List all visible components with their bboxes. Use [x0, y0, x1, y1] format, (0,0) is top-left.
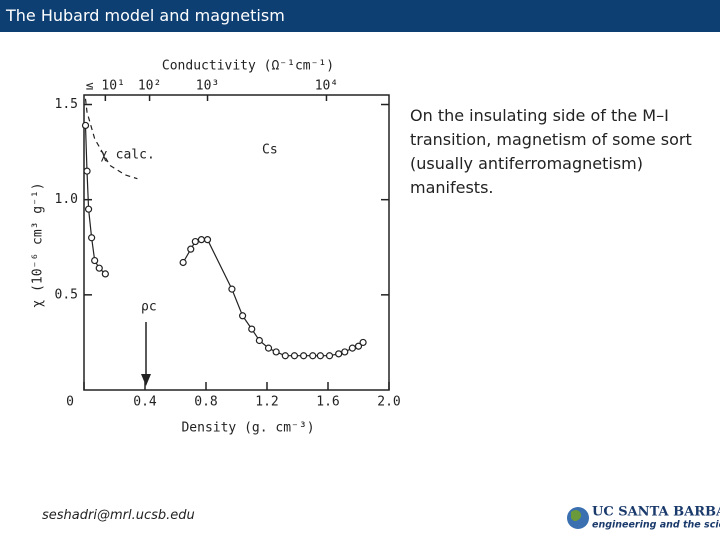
- y-tick-label: 1.5: [55, 97, 78, 112]
- data-point: [101, 270, 109, 278]
- annotation: χ calc.: [100, 148, 155, 163]
- calc-curve: [84, 98, 138, 180]
- data-point: [203, 236, 212, 244]
- data-point: [84, 205, 93, 213]
- data-point: [272, 348, 280, 356]
- data-point: [81, 121, 90, 130]
- top-tick-label: ≤ 10¹: [86, 79, 125, 94]
- data-point: [316, 352, 324, 360]
- data-point: [359, 338, 367, 347]
- data-point: [325, 352, 334, 360]
- y-axis-label: χ (10⁻⁶ cm³ g⁻¹): [31, 182, 46, 307]
- top-tick-label: 10⁴: [315, 79, 338, 94]
- arrow-head: [141, 374, 151, 386]
- top-axis-title: Conductivity (Ω⁻¹cm⁻¹): [162, 59, 334, 74]
- data-point: [83, 167, 91, 175]
- x-tick-label: 1.6: [316, 395, 339, 410]
- data-point: [264, 344, 273, 352]
- annotation: Cs: [262, 143, 278, 158]
- data-point: [255, 336, 263, 345]
- data-line: [182, 239, 364, 357]
- slide-title: The Hubard model and magnetism: [6, 6, 285, 25]
- data-point: [309, 352, 317, 360]
- plot-frame: [83, 94, 390, 391]
- x-tick-label: 0.8: [194, 395, 217, 410]
- data-point: [191, 237, 199, 246]
- logo-name: UC SANTA BARBARA: [592, 505, 720, 520]
- data-point: [95, 264, 103, 272]
- top-tick-label: 10²: [138, 79, 161, 94]
- y-tick-label: 1.0: [55, 192, 78, 207]
- email: seshadri@mrl.ucsb.edu: [42, 508, 195, 523]
- data-point: [88, 234, 96, 242]
- data-point: [91, 256, 99, 265]
- body-text: On the insulating side of the M–I transi…: [410, 106, 692, 197]
- data-point: [348, 344, 356, 352]
- y-tick-label: 0.5: [55, 287, 78, 302]
- data-point: [290, 352, 299, 360]
- data-point: [239, 312, 247, 320]
- data-point: [341, 348, 349, 356]
- data-point: [335, 350, 343, 358]
- annotation: ρc: [141, 300, 157, 315]
- logo-tagline: engineering and the sciences: [592, 520, 720, 531]
- x-tick-label: 1.2: [255, 395, 278, 410]
- data-point: [228, 285, 236, 293]
- x-tick-label: 0: [66, 395, 74, 410]
- logo-land: [571, 510, 582, 522]
- x-tick-label: 0.4: [133, 395, 157, 410]
- header-bar: The Hubard model and magnetism: [0, 0, 720, 32]
- x-tick-label: 2.0: [377, 395, 400, 410]
- data-point: [248, 325, 256, 333]
- data-point: [179, 258, 187, 267]
- data-point: [281, 352, 289, 360]
- data-point: [197, 236, 206, 244]
- data-point: [187, 245, 195, 253]
- data-point: [300, 352, 308, 360]
- x-axis-label: Density (g. cm⁻³): [181, 421, 314, 436]
- top-tick-label: 10³: [196, 79, 219, 94]
- data-point: [354, 342, 363, 350]
